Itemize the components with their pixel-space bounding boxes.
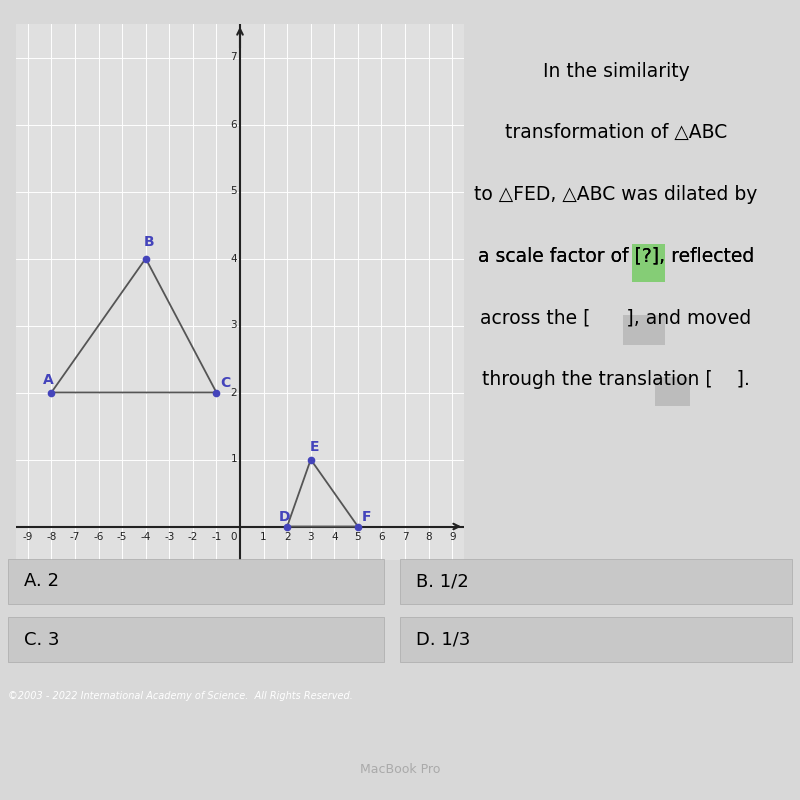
Text: In the similarity: In the similarity: [542, 62, 690, 81]
Text: 7: 7: [402, 532, 408, 542]
Text: 8: 8: [426, 532, 432, 542]
Bar: [8, 618, 384, 662]
Text: 7: 7: [230, 53, 237, 62]
Text: 6: 6: [230, 119, 237, 130]
Text: F: F: [362, 510, 371, 524]
Text: a scale factor of [?], reflected: a scale factor of [?], reflected: [478, 246, 754, 266]
Text: a scale factor of [?], reflected: a scale factor of [?], reflected: [478, 246, 754, 266]
Text: 2: 2: [284, 532, 290, 542]
Text: to △FED, △ABC was dilated by: to △FED, △ABC was dilated by: [474, 185, 758, 204]
Text: B: B: [143, 235, 154, 250]
Text: E: E: [310, 440, 319, 454]
Text: -4: -4: [141, 532, 151, 542]
Text: -7: -7: [70, 532, 80, 542]
Text: -1: -1: [211, 532, 222, 542]
Text: 6: 6: [378, 532, 385, 542]
Bar: [654, 377, 690, 406]
Text: 3: 3: [307, 532, 314, 542]
Text: D: D: [279, 510, 290, 524]
Text: A: A: [43, 374, 54, 387]
Text: 1: 1: [230, 454, 237, 465]
Bar: [632, 244, 666, 282]
Text: MacBook Pro: MacBook Pro: [360, 763, 440, 776]
Text: 0: 0: [230, 532, 237, 542]
Bar: [623, 315, 666, 345]
Text: -3: -3: [164, 532, 174, 542]
Bar: [400, 559, 792, 604]
Bar: [8, 559, 384, 604]
Text: across the [      ], and moved: across the [ ], and moved: [480, 308, 752, 327]
Text: 1: 1: [260, 532, 267, 542]
Text: -8: -8: [46, 532, 57, 542]
Text: 5: 5: [354, 532, 362, 542]
Text: A. 2: A. 2: [24, 573, 59, 590]
Text: -5: -5: [117, 532, 127, 542]
Text: 4: 4: [230, 254, 237, 263]
Text: C. 3: C. 3: [24, 630, 59, 649]
Text: 3: 3: [230, 321, 237, 330]
Text: through the translation [    ].: through the translation [ ].: [482, 370, 750, 389]
Text: -2: -2: [188, 532, 198, 542]
Text: C: C: [221, 376, 231, 390]
Text: -9: -9: [22, 532, 33, 542]
Text: -6: -6: [94, 532, 104, 542]
Text: transformation of △ABC: transformation of △ABC: [505, 123, 727, 142]
Text: 4: 4: [331, 532, 338, 542]
Text: B. 1/2: B. 1/2: [416, 573, 469, 590]
Text: 5: 5: [230, 186, 237, 197]
Text: 9: 9: [449, 532, 455, 542]
Text: D. 1/3: D. 1/3: [416, 630, 470, 649]
Bar: [400, 618, 792, 662]
Text: 2: 2: [230, 387, 237, 398]
Text: ©2003 - 2022 International Academy of Science.  All Rights Reserved.: ©2003 - 2022 International Academy of Sc…: [8, 691, 353, 701]
